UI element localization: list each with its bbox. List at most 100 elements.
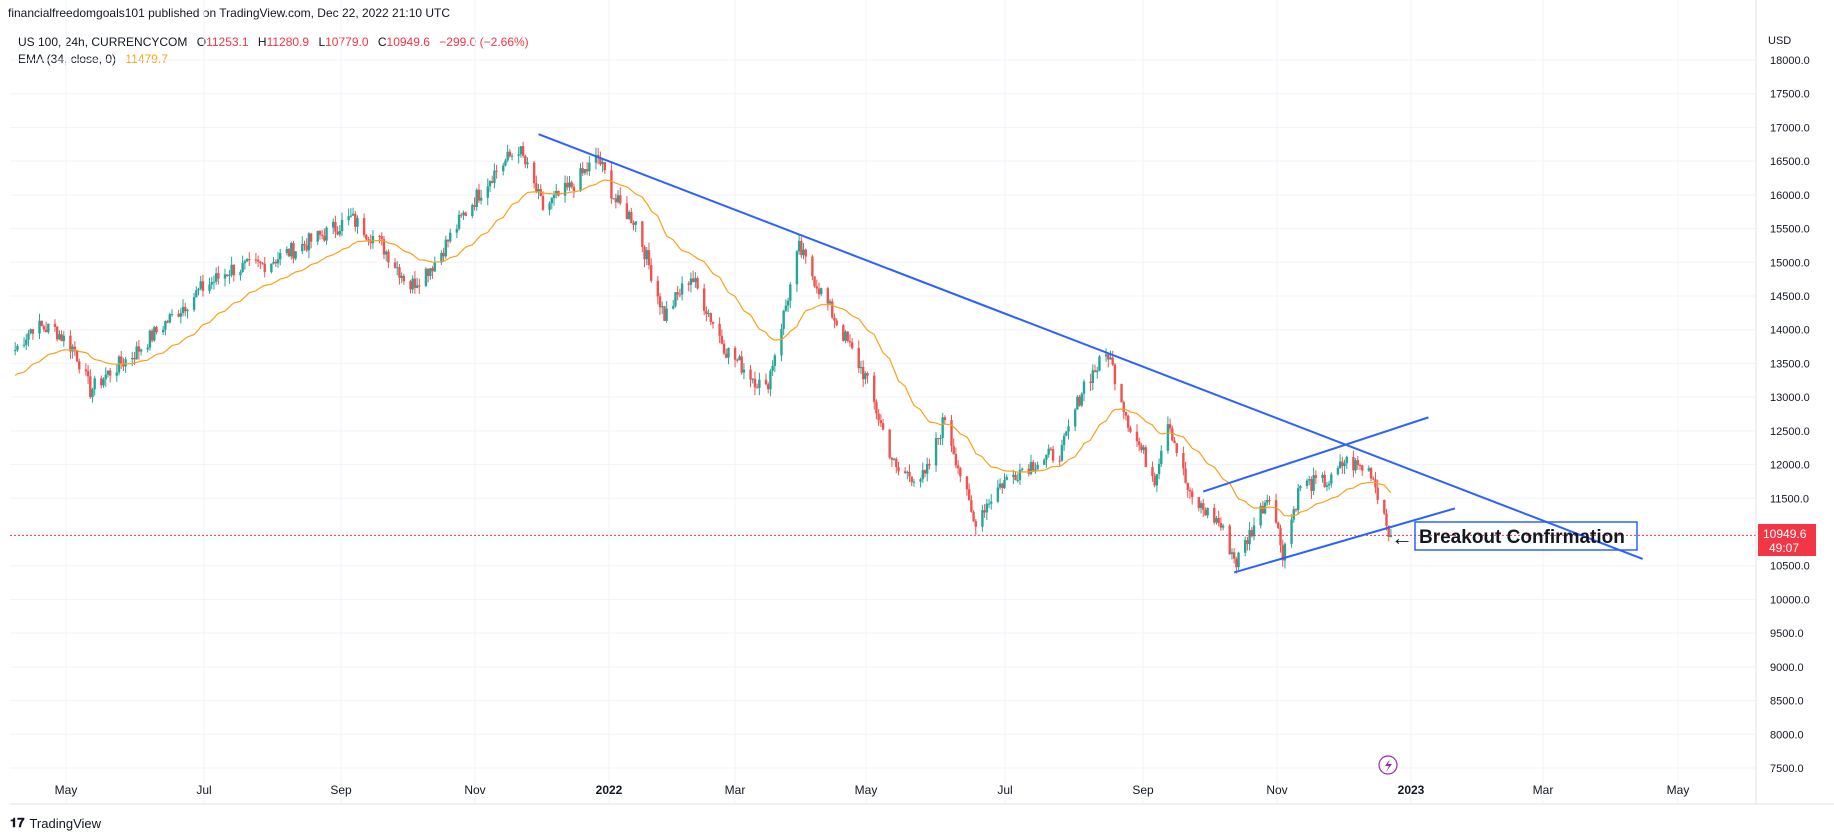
candle-body	[771, 365, 774, 371]
breakout-annotation[interactable]: ← Breakout Confirmation	[1391, 521, 1638, 551]
candle-body	[1369, 468, 1373, 479]
candle-body	[689, 278, 693, 285]
candle-body	[1003, 479, 1006, 489]
footer-brand[interactable]: 𝟏𝟕 TradingView	[10, 815, 101, 831]
candle-body	[1142, 447, 1145, 450]
low-value: 10779.0	[325, 35, 369, 49]
candle-body	[89, 376, 92, 398]
candle-body	[272, 261, 275, 264]
candle-body	[749, 369, 752, 380]
candle-body	[568, 182, 571, 188]
candle-body	[755, 387, 759, 389]
candle-body	[290, 243, 293, 257]
candle-body	[594, 155, 598, 163]
candle-body	[519, 146, 523, 155]
candle-body	[1098, 356, 1101, 371]
candle-body	[1065, 431, 1068, 436]
candle-body	[1305, 480, 1309, 487]
candle-body	[380, 236, 383, 240]
candle-body	[1372, 478, 1375, 480]
y-tick-label: 14500.0	[1770, 291, 1810, 303]
candle-body	[981, 510, 984, 527]
candle-body	[457, 214, 461, 229]
candle-body	[751, 378, 754, 380]
candle-body	[210, 282, 213, 285]
candle-body	[1312, 475, 1315, 491]
price-chart[interactable]: 18000.0 17500.0 17000.0 16500.0 16000.0 15500…	[0, 0, 1834, 812]
trendline[interactable]	[1202, 416, 1429, 493]
x-tick-label: Mar	[725, 783, 746, 797]
candle-body	[460, 214, 463, 216]
candle-body	[753, 378, 757, 388]
ema-legend-row[interactable]: EMA (34, close, 0) 11479.7	[18, 51, 529, 68]
candle-body	[354, 213, 357, 227]
annotation-box	[1414, 521, 1638, 551]
candle-body	[309, 233, 313, 242]
candle-body	[230, 264, 233, 276]
candle-body	[1235, 558, 1238, 568]
candle-body	[859, 366, 863, 369]
open-label: O	[196, 35, 207, 49]
candle-body	[1140, 445, 1143, 450]
candle-body	[579, 168, 582, 191]
candle-body	[722, 343, 726, 354]
trendline[interactable]	[1233, 507, 1456, 574]
candle-body	[833, 317, 836, 321]
candle-body	[1137, 441, 1141, 446]
ema-label: EMA (34, close, 0)	[18, 52, 117, 66]
lightning-icon[interactable]	[1378, 755, 1398, 775]
trendlines	[538, 133, 1644, 574]
symbol-legend-row[interactable]: US 100, 24h, CURRENCYCOM O11253.1 H11280…	[18, 34, 529, 51]
x-tick-label: Sep	[1132, 783, 1154, 797]
candle-body	[956, 465, 960, 469]
candle-body	[1387, 525, 1390, 537]
candle-body	[912, 481, 916, 483]
candle-body	[100, 378, 103, 386]
candle-body	[1376, 487, 1379, 500]
candle-body	[1171, 428, 1174, 441]
candle-body	[1135, 431, 1139, 442]
candle-body	[647, 250, 651, 266]
candle-body	[137, 346, 141, 352]
candle-body	[541, 196, 545, 210]
y-tick-label: 10500.0	[1770, 561, 1810, 573]
candle-body	[702, 288, 706, 311]
candle-body	[347, 216, 350, 221]
candle-body	[1268, 500, 1271, 502]
candle-body	[493, 170, 496, 183]
y-tick-label: 12000.0	[1770, 460, 1810, 472]
candle-body	[245, 259, 249, 262]
candle-body	[736, 359, 739, 361]
candle-body	[1126, 415, 1130, 428]
candle-body	[733, 347, 737, 360]
candle-body	[820, 288, 823, 295]
candle-body	[139, 349, 143, 352]
candle-body	[1032, 462, 1035, 471]
candle-body	[1120, 384, 1123, 403]
price-badge: 10949.6 49:07	[1758, 524, 1816, 556]
candle-body	[521, 146, 525, 156]
candle-body	[29, 329, 32, 334]
candle-body	[115, 372, 118, 376]
candle-body	[263, 263, 266, 272]
x-tick-label: Mar	[1533, 783, 1554, 797]
candle-body	[369, 240, 372, 244]
candle-body	[585, 169, 589, 172]
candle-body	[1168, 424, 1172, 429]
candle-body	[367, 239, 370, 241]
candle-body	[164, 321, 167, 330]
candle-body	[62, 335, 65, 342]
candle-body	[1012, 474, 1015, 477]
trendline[interactable]	[538, 133, 1644, 560]
candle-body	[923, 470, 927, 474]
candle-body	[786, 300, 790, 306]
candle-body	[844, 331, 847, 341]
candle-body	[563, 182, 567, 196]
candle-body	[382, 239, 386, 255]
candle-body	[817, 288, 821, 295]
candle-body	[301, 243, 304, 252]
candle-body	[338, 230, 342, 235]
candle-body	[727, 347, 730, 358]
x-tick-label: Sep	[330, 783, 352, 797]
candle-body	[864, 373, 867, 380]
